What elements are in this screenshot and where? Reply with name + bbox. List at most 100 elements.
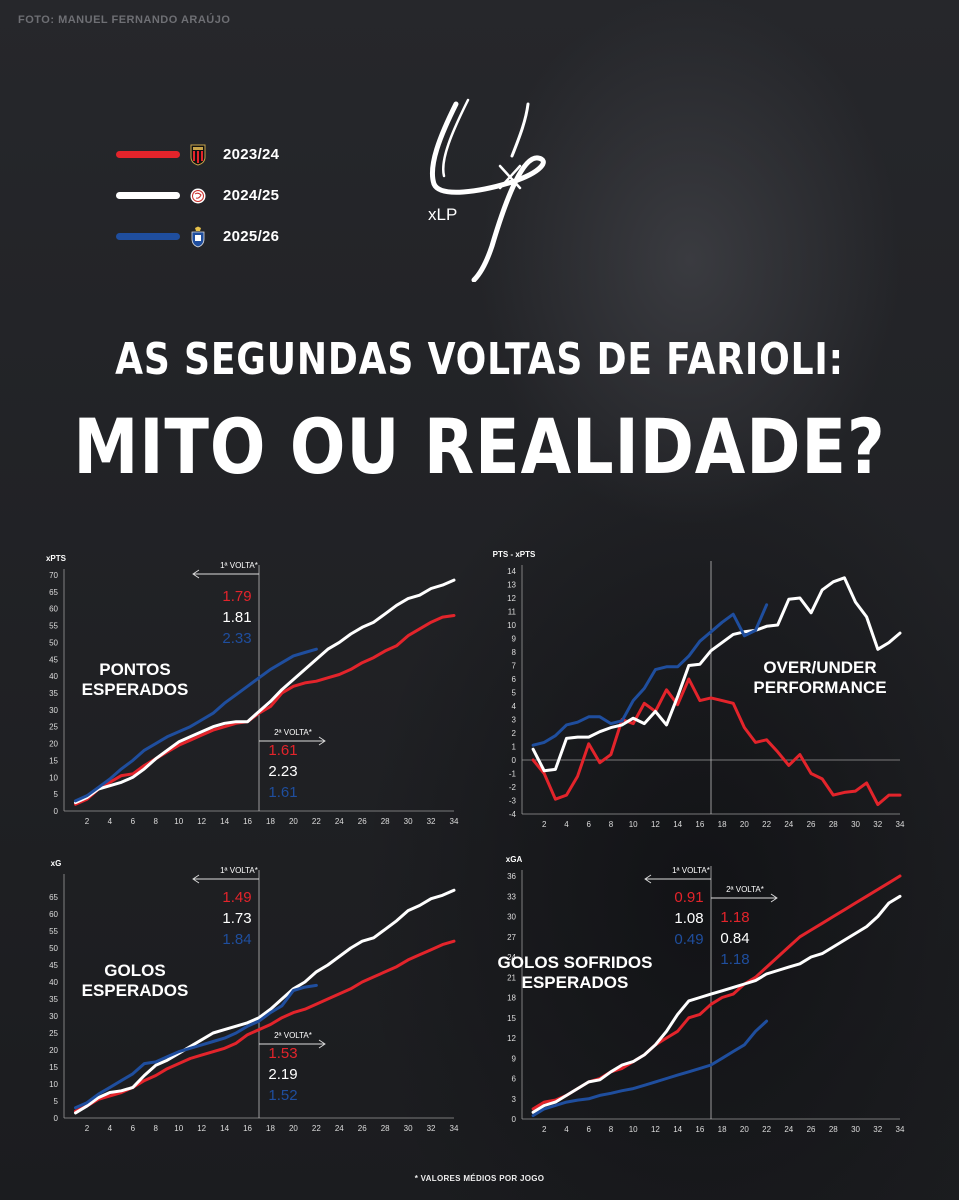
y-tick-label: 24 — [507, 953, 516, 962]
legend-line-red — [116, 151, 180, 158]
x-tick-label: 8 — [154, 817, 159, 826]
y-tick-label: 33 — [507, 892, 516, 901]
x-tick-label: 22 — [762, 1125, 771, 1134]
y-tick-label: 27 — [507, 933, 516, 942]
y-tick-label: 60 — [49, 910, 58, 919]
x-tick-label: 28 — [381, 817, 390, 826]
x-tick-label: 24 — [784, 820, 793, 829]
x-tick-label: 18 — [718, 1125, 727, 1134]
y-tick-label: 9 — [512, 635, 517, 644]
series-line-red — [74, 939, 456, 1113]
series-line-blue — [531, 1019, 769, 1118]
second-half-arrow — [259, 1039, 326, 1049]
x-tick-label: 26 — [358, 817, 367, 826]
x-tick-label: 16 — [243, 817, 252, 826]
y-axis-label: PTS - xPTS — [493, 550, 536, 559]
y-axis-label: xGA — [506, 855, 523, 864]
y-tick-label: 15 — [49, 756, 58, 765]
legend-season-label: 2023/24 — [223, 146, 280, 163]
photo-credit: FOTO: MANUEL FERNANDO ARAÚJO — [18, 14, 231, 26]
first-half-stat: 2.33 — [222, 630, 251, 647]
x-tick-label: 28 — [829, 820, 838, 829]
first-half-stat: 0.49 — [674, 931, 703, 948]
legend-season-label: 2025/26 — [223, 228, 280, 245]
x-tick-label: 24 — [335, 1124, 344, 1133]
y-tick-label: 45 — [49, 961, 58, 970]
x-tick-label: 28 — [829, 1125, 838, 1134]
x-tick-label: 34 — [896, 820, 905, 829]
y-tick-label: 3 — [512, 716, 517, 725]
second-half-stat: 2.19 — [268, 1066, 297, 1083]
x-tick-label: 2 — [85, 817, 90, 826]
x-tick-label: 12 — [651, 820, 660, 829]
x-tick-label: 4 — [564, 820, 569, 829]
y-tick-label: 9 — [512, 1054, 517, 1063]
x-tick-label: 10 — [174, 1124, 183, 1133]
y-tick-label: -4 — [509, 810, 517, 819]
x-tick-label: 30 — [404, 1124, 413, 1133]
y-tick-label: 12 — [507, 594, 516, 603]
legend-item-porto: 2025/26 — [116, 216, 279, 257]
first-half-stat: 1.73 — [222, 910, 251, 927]
second-half-label: 2ª VOLTA* — [726, 885, 764, 894]
y-tick-label: 11 — [508, 608, 517, 617]
series-line-blue — [531, 603, 769, 747]
x-tick-label: 4 — [108, 1124, 113, 1133]
y-tick-label: 12 — [507, 1034, 516, 1043]
season-legend: 2023/24 2024/25 2025/26 — [116, 134, 279, 257]
x-tick-label: 2 — [85, 1124, 90, 1133]
page-title-line1: AS SEGUNDAS VOLTAS DE FARIOLI: — [115, 334, 844, 385]
y-tick-label: 50 — [49, 944, 58, 953]
y-tick-label: 6 — [512, 675, 517, 684]
x-tick-label: 24 — [784, 1125, 793, 1134]
first-half-label: 1ª VOLTA* — [672, 866, 710, 875]
y-tick-label: 60 — [49, 605, 58, 614]
second-half-stat: 1.61 — [268, 742, 297, 759]
second-half-label: 2ª VOLTA* — [274, 728, 312, 737]
x-tick-label: 28 — [381, 1124, 390, 1133]
x-tick-label: 12 — [651, 1125, 660, 1134]
x-tick-label: 22 — [762, 820, 771, 829]
y-tick-label: 50 — [49, 638, 58, 647]
first-half-arrow — [192, 874, 259, 884]
second-half-stat: 1.18 — [720, 909, 749, 926]
y-tick-label: 10 — [49, 773, 58, 782]
second-half-stat: 1.18 — [720, 951, 749, 968]
x-tick-label: 10 — [629, 1125, 638, 1134]
y-tick-label: 0 — [54, 1114, 59, 1123]
first-half-label: 1ª VOLTA* — [220, 866, 258, 875]
y-tick-label: 55 — [49, 927, 58, 936]
y-tick-label: 25 — [49, 723, 58, 732]
x-tick-label: 20 — [740, 820, 749, 829]
ajax-badge-icon — [190, 188, 206, 203]
xlp-logo: xLP — [428, 98, 546, 282]
first-half-arrow — [192, 569, 259, 579]
y-tick-label: 5 — [54, 1097, 59, 1106]
x-tick-label: 4 — [564, 1125, 569, 1134]
x-tick-label: 16 — [695, 1125, 704, 1134]
y-tick-label: 14 — [507, 567, 516, 576]
y-tick-label: 30 — [49, 1012, 58, 1021]
chart-expected-goals: xG 0 5 10 15 20 25 30 35 40 45 50 55 60 65 2 4 6 8 10 12 14 16… — [0, 850, 475, 1150]
y-tick-label: 20 — [49, 740, 58, 749]
legend-line-blue — [116, 233, 180, 240]
x-tick-label: 30 — [404, 817, 413, 826]
y-tick-label: 36 — [507, 872, 516, 881]
x-tick-label: 14 — [673, 820, 682, 829]
y-tick-label: 4 — [512, 702, 517, 711]
y-axis-label: xPTS — [46, 554, 67, 563]
x-tick-label: 32 — [427, 817, 436, 826]
y-tick-label: 45 — [49, 655, 58, 664]
series-line-white — [74, 578, 456, 805]
y-axis-label: xG — [51, 859, 62, 868]
y-tick-label: 3 — [512, 1095, 517, 1104]
y-tick-label: 40 — [49, 672, 58, 681]
second-half-stat: 1.61 — [268, 784, 297, 801]
y-tick-label: 8 — [512, 648, 517, 657]
y-tick-label: -3 — [509, 797, 517, 806]
chart-expected-points: xPTS 0 5 10 15 20 25 30 35 40 45 50 55 60 65 70 2 4 6 8 10 12… — [0, 545, 475, 845]
y-tick-label: 6 — [512, 1075, 517, 1084]
x-tick-label: 32 — [873, 1125, 882, 1134]
x-tick-label: 30 — [851, 1125, 860, 1134]
